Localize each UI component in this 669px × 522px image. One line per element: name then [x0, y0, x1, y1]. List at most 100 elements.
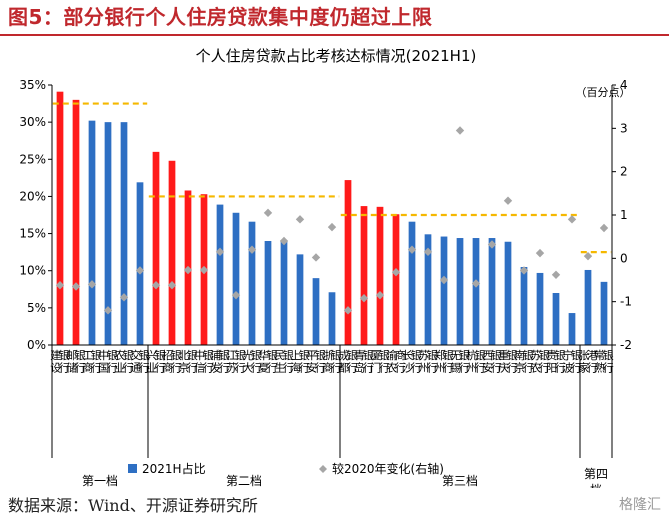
- bar: [520, 267, 528, 345]
- category-label-char: 华: [258, 348, 269, 362]
- category-label-char: 行: [395, 362, 406, 375]
- category-label-char: 兴: [146, 349, 157, 362]
- bar: [472, 238, 480, 345]
- bar: [264, 241, 272, 345]
- category-label-char: 行: [475, 362, 486, 375]
- category-label-char: 行: [555, 362, 566, 375]
- category-label-char: 行: [283, 362, 294, 375]
- category-label-char: 银: [507, 348, 518, 362]
- category-label-char: 苏: [418, 349, 429, 362]
- category-label-char: 苏: [530, 349, 541, 362]
- left-tick-label: 10%: [19, 264, 46, 278]
- watermark: 格隆汇: [619, 497, 661, 513]
- category-label-char: 渝: [386, 348, 397, 362]
- change-point: [151, 281, 161, 290]
- bar: [568, 313, 576, 345]
- left-tick-label: 35%: [19, 78, 46, 92]
- category-label-char: 行: [443, 362, 454, 375]
- bar: [440, 236, 448, 345]
- bar: [72, 99, 80, 345]
- right-tick-label: 2: [620, 165, 628, 179]
- category-label-char: 阳: [546, 362, 557, 375]
- change-point: [103, 306, 113, 315]
- bar: [536, 272, 544, 345]
- bar: [488, 238, 496, 345]
- right-tick-label: 0: [620, 251, 628, 265]
- category-label-char: 银: [91, 348, 102, 362]
- category-label-char: 行: [363, 362, 374, 375]
- category-label-char: 银: [523, 348, 534, 362]
- bar: [456, 238, 464, 345]
- category-label-char: 行: [123, 362, 134, 375]
- left-tick-label: 25%: [19, 152, 46, 166]
- change-point: [311, 253, 321, 262]
- change-point: [439, 275, 449, 285]
- category-label-char: 民: [274, 349, 285, 362]
- bar: [88, 120, 96, 346]
- category-label-char: 张: [578, 349, 589, 362]
- category-label-char: 行: [187, 362, 198, 375]
- category-label-char: 工: [82, 349, 93, 362]
- bar: [248, 221, 256, 345]
- category-label-char: 银: [283, 348, 294, 362]
- legend-bar-label: 2021H占比: [142, 461, 206, 476]
- category-label-char: 贵: [546, 349, 557, 362]
- bar: [152, 151, 160, 345]
- title-rule: [0, 34, 669, 36]
- category-label-char: 银: [235, 348, 246, 362]
- bar: [136, 182, 144, 345]
- category-label-char: 招: [162, 348, 173, 362]
- tier-label: 第二档: [226, 474, 262, 488]
- bar: [552, 293, 560, 345]
- change-point: [375, 290, 385, 300]
- tier-label: 档: [590, 483, 602, 488]
- category-label-char: 行: [523, 362, 534, 375]
- category-label-char: 行: [571, 362, 582, 375]
- category-label-char: 上: [290, 349, 301, 362]
- bar: [120, 122, 128, 346]
- category-label-char: 银: [379, 348, 390, 362]
- category-label-char: 银: [251, 348, 262, 362]
- category-label-char: 国: [98, 362, 109, 375]
- category-label-char: 重: [498, 348, 509, 362]
- category-label-char: 银: [459, 348, 470, 362]
- category-label-char: 中: [194, 349, 205, 362]
- category-label-char: 银: [539, 348, 550, 362]
- change-point: [231, 290, 241, 300]
- category-label-char: 京: [514, 361, 525, 375]
- category-label-char: 银: [299, 348, 310, 362]
- bar: [104, 122, 112, 346]
- category-label-char: 业: [146, 362, 157, 375]
- bar: [360, 206, 368, 345]
- category-label-char: 行: [507, 362, 518, 375]
- right-tick-label: -2: [620, 338, 632, 352]
- tier-label: 第一档: [82, 474, 118, 488]
- category-label-char: 行: [267, 362, 278, 375]
- change-point: [295, 215, 305, 224]
- category-label-char: 银: [203, 348, 214, 362]
- category-label-char: 银: [443, 348, 454, 362]
- change-point: [487, 240, 497, 249]
- source-note: 数据来源：Wind、开源证券研究所: [8, 496, 258, 515]
- category-label-char: 南: [514, 349, 525, 362]
- category-label-char: 银: [363, 348, 374, 362]
- category-label-char: 杭: [466, 348, 477, 362]
- change-point: [199, 265, 209, 275]
- category-label-char: 州: [434, 362, 445, 375]
- category-label-char: 青: [354, 349, 365, 362]
- right-axis-unit: （百分点）: [576, 86, 631, 99]
- category-label-char: 浦: [210, 349, 221, 362]
- right-tick-label: -1: [620, 295, 632, 309]
- left-tick-label: 15%: [19, 227, 46, 241]
- category-label-char: 海: [290, 361, 301, 375]
- bar: [232, 212, 240, 345]
- category-label-char: 行: [91, 362, 102, 375]
- category-label-char: 行: [379, 362, 390, 375]
- change-point: [215, 247, 225, 257]
- category-label-char: 夏: [258, 362, 269, 375]
- change-point: [455, 126, 465, 135]
- bar: [280, 241, 288, 345]
- change-point: [327, 222, 337, 232]
- change-point: [247, 245, 257, 254]
- category-label-char: 建: [50, 348, 61, 362]
